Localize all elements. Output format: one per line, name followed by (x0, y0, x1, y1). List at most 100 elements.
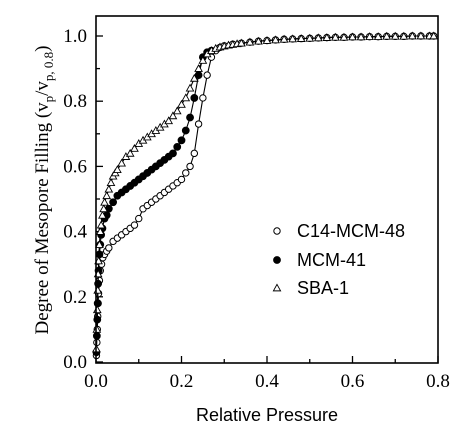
data-point (182, 169, 190, 177)
data-point (373, 32, 383, 40)
data-point (198, 55, 208, 64)
data-point (279, 34, 289, 43)
series-line (95, 35, 434, 350)
data-point (109, 198, 117, 207)
data-point (416, 31, 426, 40)
data-point (102, 191, 112, 200)
data-point (100, 197, 109, 206)
series-1 (92, 32, 438, 360)
data-point (125, 148, 135, 157)
data-point (105, 244, 113, 252)
y-axis-label-sub1: p (41, 96, 56, 103)
data-point (382, 31, 392, 40)
data-point (190, 149, 199, 158)
data-point (305, 33, 315, 42)
data-point (104, 184, 114, 193)
legend-item: C14-MCM-48 (273, 221, 405, 241)
y-tick-label: 0.8 (63, 91, 87, 112)
y-axis-label-end: ) (32, 45, 53, 51)
data-point (135, 214, 143, 223)
series-line (95, 35, 434, 356)
data-point (365, 32, 374, 40)
series-3 (92, 31, 439, 353)
data-point (130, 143, 139, 152)
data-point (106, 178, 116, 187)
data-point (199, 94, 207, 102)
y-tick-label: 0.0 (63, 352, 87, 373)
tick-labels: 0.0 0.2 0.4 0.6 0.8 0.0 0.2 0.4 0.6 0.8 1.0 (63, 26, 450, 392)
data-point (177, 175, 186, 184)
y-axis-label-mid: /v (32, 81, 53, 96)
data-point (356, 32, 366, 41)
data-point (177, 136, 186, 145)
data-point (288, 34, 298, 43)
y-tick-label: 0.2 (63, 287, 87, 308)
legend-label: SBA-1 (297, 278, 349, 298)
data-point (99, 204, 109, 213)
y-tick-label: 0.6 (63, 156, 87, 177)
data-point (95, 240, 104, 248)
data-point (92, 305, 102, 314)
data-point (186, 162, 194, 171)
data-point (164, 116, 174, 125)
data-point (185, 83, 195, 92)
data-point (173, 142, 182, 151)
data-point (262, 36, 272, 44)
y-tick-label: 1.0 (63, 26, 87, 47)
plot-frame (95, 15, 439, 364)
x-axis-label: Relative Pressure (196, 405, 338, 425)
data-point (236, 38, 246, 47)
data-point (194, 64, 203, 72)
data-point (194, 120, 203, 128)
data-point (130, 221, 139, 229)
x-tick-label: 0.4 (255, 371, 279, 392)
data-point (399, 31, 409, 40)
legend-item: MCM-41 (273, 250, 366, 270)
data-point (177, 99, 186, 108)
y-axis-label-sub2: p, 0.8 (41, 52, 56, 81)
data-point (339, 32, 349, 41)
x-tick-label: 0.8 (426, 371, 450, 392)
legend-label: C14-MCM-48 (297, 221, 405, 241)
legend-marker (272, 283, 282, 292)
x-tick-label: 0.2 (170, 371, 194, 392)
data-point (172, 106, 182, 115)
data-point (245, 37, 255, 46)
data-point (254, 36, 263, 45)
legend-item: SBA-1 (272, 278, 349, 298)
data-point (92, 324, 102, 333)
data-point (186, 113, 194, 122)
data-point (96, 220, 106, 229)
series-layer (92, 31, 439, 360)
data-point (168, 111, 178, 120)
data-point (313, 33, 323, 42)
data-point (113, 165, 122, 173)
y-axis-label-main: Degree of Mesopore Filling (v (32, 102, 53, 335)
data-point (348, 32, 357, 41)
data-point (296, 34, 306, 42)
data-point (429, 31, 439, 40)
x-tick-label: 0.0 (84, 371, 108, 392)
data-point (181, 126, 190, 135)
data-point (95, 227, 105, 235)
legend-marker (273, 227, 281, 235)
x-tick-label: 0.6 (341, 371, 365, 392)
y-tick-label: 0.4 (63, 222, 87, 243)
data-point (271, 35, 280, 44)
legend-label: MCM-41 (297, 250, 366, 270)
data-point (407, 31, 417, 40)
data-point (93, 285, 103, 294)
data-point (331, 32, 340, 41)
legend-marker (273, 256, 281, 264)
data-point (322, 33, 332, 41)
data-point (117, 158, 127, 167)
data-point (189, 73, 199, 82)
data-point (181, 93, 191, 102)
data-point (390, 31, 400, 40)
axis-ticks (95, 35, 439, 363)
legend: C14-MCM-48 MCM-41 SBA-1 (272, 221, 405, 298)
data-point (98, 210, 107, 219)
data-point (169, 149, 177, 158)
data-point (190, 94, 199, 102)
